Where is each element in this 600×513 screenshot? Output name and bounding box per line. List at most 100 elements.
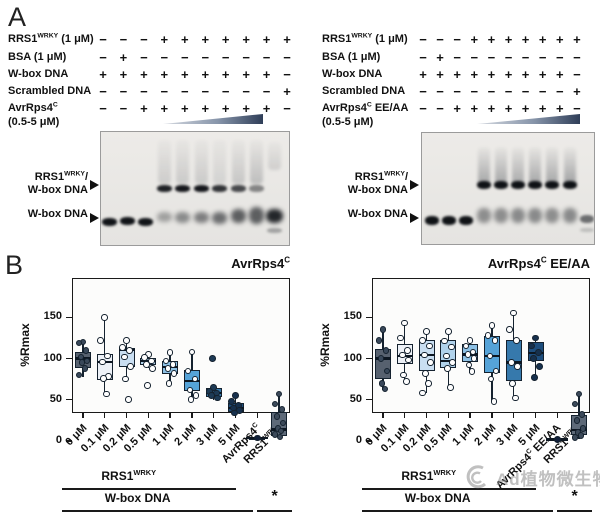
gel-band [493,181,508,189]
gel-band [101,218,117,226]
significance-star: * [271,488,278,505]
emsa-assay-right: RRS1WRKY (1 μM) − − − + + + + + + + BSA (1 μM) − + − − −… [300,0,600,250]
data-point [192,392,200,399]
boxplot-chart-right: AvrRps4C EE/AA %Rmax 0 50 100 150 0 μM 0.1 μM 0.… [300,250,600,513]
boxplot-chart-left: AvrRps4C %Rmax 0 50 100 150 0 μM 0.1 μM 0.2 μM 0.… [0,250,300,513]
data-point [404,346,411,354]
condition-sign: − [556,50,564,65]
y-tick-label: 100 [343,351,362,364]
gel-band [442,215,457,225]
gel-band [562,181,577,189]
condition-sign: − [99,101,107,116]
gel-band [476,181,491,189]
data-point [468,368,476,375]
x-tick [169,413,171,418]
condition-sign: + [283,84,291,99]
condition-sign: + [453,67,461,82]
gel-free-dna-label: W-box DNA [27,208,88,220]
data-point [184,367,192,375]
condition-sign: + [521,67,530,82]
gel-blob [266,209,284,223]
condition-sign: + [573,32,581,47]
plot-area [72,278,290,413]
condition-sign: − [521,50,530,65]
data-point [101,313,108,321]
data-point [512,394,519,402]
gel-blob [476,207,491,223]
data-point [228,398,235,405]
condition-sign: − [436,84,444,99]
condition-sign: − [119,32,128,47]
data-point [126,346,133,354]
condition-sign: + [221,67,230,82]
data-point [187,396,195,404]
data-point [448,343,455,351]
data-point [254,434,261,442]
data-point [145,351,152,358]
condition-label: Scrambled DNA [322,85,406,97]
gel-band [119,217,135,225]
annotation-line [62,510,254,512]
gel-image [421,132,595,245]
data-point [419,389,426,397]
panel-b-label: B [5,250,24,280]
data-point [209,355,216,362]
condition-sign: − [453,50,461,65]
condition-sign: − [538,50,547,65]
condition-sign: + [487,32,496,47]
data-point [143,360,150,368]
condition-sign: − [221,84,230,99]
data-point [400,371,407,379]
data-point [425,379,432,387]
y-tick [366,440,372,442]
condition-sign: + [504,101,513,116]
condition-sign: − [99,50,107,65]
condition-sign: − [119,84,128,99]
concentration-wedge-icon [163,114,263,124]
y-tick-label: 100 [43,351,62,364]
x-tick [425,413,428,418]
y-tick-label: 50 [49,392,62,405]
condition-sign: + [419,67,427,82]
arrowhead-icon [410,180,419,190]
condition-sign: + [119,67,128,82]
condition-sign: − [262,84,271,99]
data-point [554,436,561,443]
data-point [81,365,89,372]
gel-band [267,227,283,233]
data-point [423,327,430,335]
condition-label: AvrRps4C EE/AA [322,101,409,114]
annotation-line [362,488,536,490]
data-point [141,354,148,361]
condition-sign: + [160,32,169,47]
condition-sign: − [201,84,210,99]
condition-sign: + [521,32,530,47]
data-point [532,334,539,342]
condition-sign: + [201,32,210,47]
x-tick [256,413,258,418]
condition-sign: − [419,50,427,65]
y-tick [366,399,372,401]
data-point [575,390,583,398]
condition-sign: − [221,50,230,65]
data-point [421,351,428,359]
condition-sign: + [470,101,479,116]
condition-sign: + [538,101,547,116]
condition-sign: + [160,101,169,116]
gel-streak [176,140,190,184]
data-point [191,375,199,383]
data-point [509,379,516,387]
watermark-swirl-logo-icon [466,465,487,489]
data-point [444,365,451,372]
data-point [422,370,429,377]
condition-sign: + [181,32,189,47]
gel-streak [213,140,227,184]
gel-complex-band-label: RRS1WRKY/W-box DNA [27,170,88,196]
condition-sign: + [181,67,189,82]
annotation-line [62,488,236,490]
condition-sign: − [436,101,444,116]
gel-complex-band-label: RRS1WRKY/W-box DNA [347,170,408,196]
gel-band [425,215,439,225]
y-tick [366,316,372,318]
